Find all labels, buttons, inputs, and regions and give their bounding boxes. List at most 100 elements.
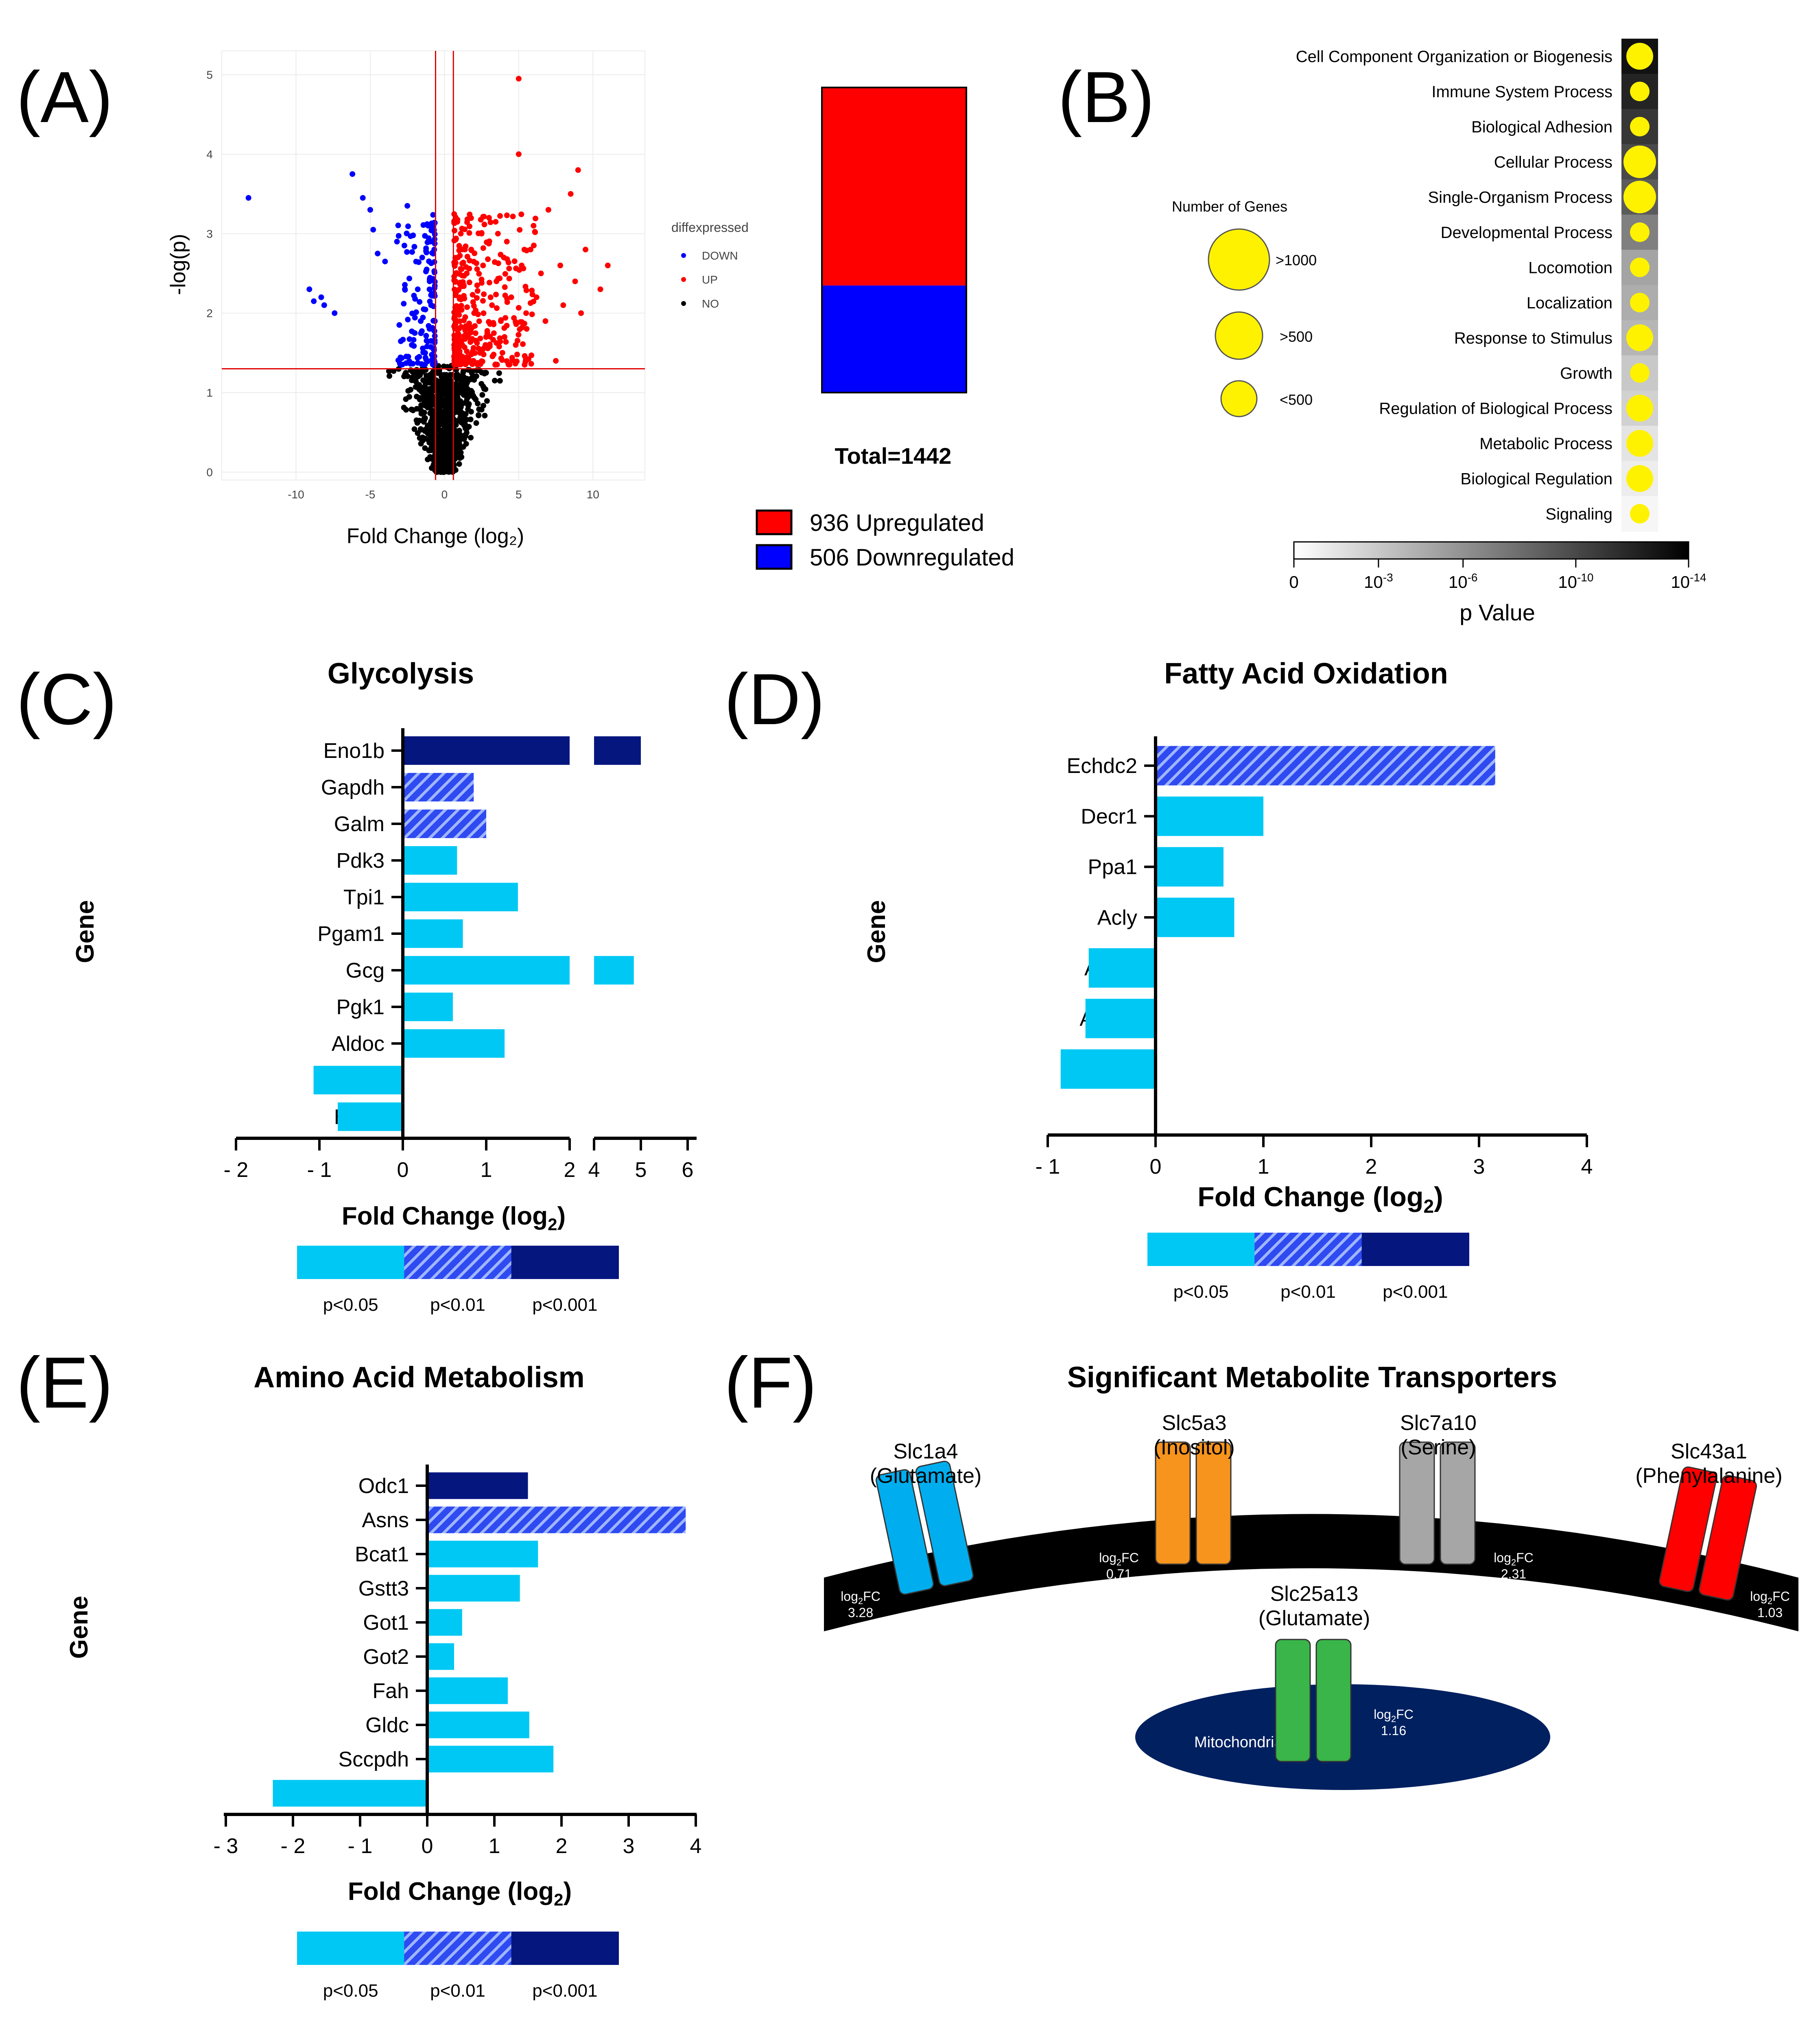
x-tick-label: 1 [489,1834,500,1858]
volcano-point-up [463,264,469,270]
volcano-point-up [486,319,492,325]
volcano-point-up [553,358,559,364]
transporter-subunit [1275,1639,1311,1762]
volcano-point-down [367,207,373,213]
size-legend-small-label: <500 [1280,391,1313,408]
volcano-point-up [476,318,482,324]
bar [1156,847,1224,887]
volcano-point-no [441,465,448,471]
volcano-point-up [468,338,474,344]
volcano-point-up [481,310,487,316]
volcano-point-no [403,407,409,413]
volcano-point-up [495,231,501,237]
panel-label-a: (A) [16,57,113,138]
volcano-point-up [476,271,482,277]
volcano-point-no [411,426,417,432]
volcano-point-down [426,235,432,241]
volcano-point-up [453,345,459,351]
volcano-point-up [533,216,539,222]
x-tick-label: - 1 [307,1158,332,1182]
volcano-point-down [431,268,437,274]
volcano-point-up [458,342,464,348]
volcano-point-no [482,413,488,419]
volcano-point-down [427,298,433,304]
volcano-point-no [420,402,426,408]
volcano-point-down [404,203,411,209]
volcano-point-up [463,325,469,331]
volcano-point-no [451,466,457,472]
legend-no-label: NO [702,297,719,310]
go-bubble [1630,504,1650,524]
volcano-point-up [511,258,518,264]
glycolysis-xlabel: Fold Change (log2) [342,1202,566,1234]
volcano-point-up [473,260,479,266]
colorbar-tick-label: 10-10 [1558,571,1593,592]
x-tick-label: 4 [588,1158,600,1182]
size-legend-title: Number of Genes [1172,198,1287,215]
go-bubble [1623,181,1656,214]
legend-swatch-1 [297,1246,405,1279]
volcano-point-down [423,268,429,275]
volcano-point-up [452,227,458,234]
go-term-label: Immune System Process [1431,83,1612,101]
volcano-point-up [497,275,503,282]
cell-membrane [824,1514,1798,1631]
volcano-point-down [418,330,424,336]
volcano-point-up [524,247,530,253]
volcano-point-no [473,420,479,426]
volcano-point-down [306,286,312,293]
transporter-subunit [1698,1475,1757,1601]
volcano-point-no [416,417,422,423]
volcano-point-no [447,461,453,467]
legend-down-label: DOWN [702,249,738,262]
volcano-point-no [439,403,445,409]
legend-label-2: p<0.01 [1280,1282,1336,1302]
volcano-point-no [444,421,450,428]
go-bubble [1630,81,1650,101]
transporter-gene-label: Slc5a3 [1162,1411,1227,1435]
volcano-point-up [461,295,468,301]
size-legend-medium [1215,311,1263,360]
volcano-point-down [416,259,422,265]
colorbar-tick-label: 10-14 [1671,571,1706,592]
volcano-point-up [459,247,465,253]
gene-label: Decr1 [1081,805,1137,828]
volcano-point-no [468,393,474,399]
colorbar-label: p Value [1459,600,1535,625]
volcano-point-no [464,389,470,395]
bar [427,1677,508,1704]
volcano-point-up [505,361,511,367]
volcano-point-up [466,223,472,229]
volcano-point-up [467,212,473,218]
volcano-point-no [441,397,447,404]
bar [594,956,634,985]
volcano-point-up [457,318,463,324]
volcano-point-up [460,279,466,285]
bar [427,1472,528,1499]
volcano-point-no [453,367,459,373]
volcano-point-down [424,343,430,349]
bar [403,773,474,802]
volcano-point-up [489,302,495,308]
transporter-fc-value: 0.71 [1106,1567,1132,1581]
go-bubble [1626,43,1653,70]
volcano-point-up [509,355,515,361]
volcano-point-down [423,333,429,339]
volcano-point-no [469,368,475,374]
volcano-point-up [491,330,497,336]
colorbar-tick-label: 10-6 [1449,571,1478,592]
volcano-point-up [471,303,477,309]
volcano-point-up [480,214,486,220]
go-bubble [1630,258,1650,277]
volcano-point-up [542,318,548,324]
amino-title: Amino Acid Metabolism [253,1361,584,1394]
bar [427,1746,554,1773]
volcano-point-up [513,342,519,348]
gene-label: Tpi1 [343,886,385,909]
size-legend-large-label: >1000 [1276,252,1317,268]
bar [1088,948,1156,988]
bar [427,1575,520,1602]
volcano-point-up [516,267,522,273]
volcano-point-down [424,221,430,227]
volcano-point-up [478,276,485,282]
